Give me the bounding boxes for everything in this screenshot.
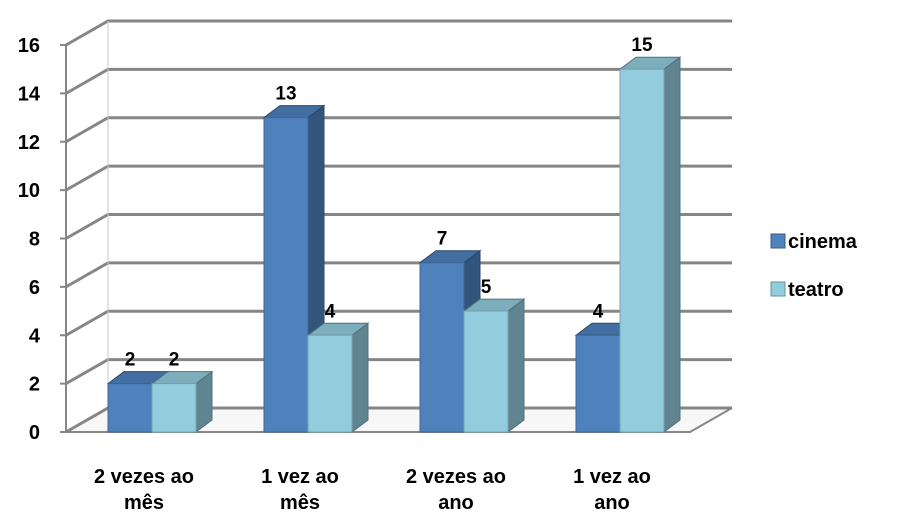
bar-front bbox=[575, 334, 621, 433]
y-tick-label: 6 bbox=[29, 277, 40, 299]
data-label: 15 bbox=[631, 35, 653, 56]
legend-label-cinema: cinema bbox=[788, 231, 858, 253]
data-label: 5 bbox=[481, 277, 492, 298]
bar-front bbox=[619, 68, 665, 433]
data-label: 13 bbox=[275, 84, 296, 105]
y-tick-label: 4 bbox=[29, 325, 41, 347]
bar-front bbox=[307, 334, 353, 433]
category-label: 2 vezes ao mês bbox=[94, 466, 194, 514]
y-tick-label: 8 bbox=[29, 229, 40, 251]
y-tick-label: 12 bbox=[18, 132, 40, 154]
bars bbox=[106, 56, 682, 433]
bar-front bbox=[107, 383, 153, 433]
bar-teatro bbox=[150, 370, 214, 433]
legend-swatch-teatro bbox=[770, 281, 786, 297]
legend-swatch-cinema bbox=[770, 233, 786, 249]
category-label: 1 vez ao ano bbox=[573, 466, 651, 514]
bar-front bbox=[463, 310, 509, 433]
y-axis-ticks: 0 2 4 6 8 10 12 14 16 bbox=[18, 35, 66, 444]
y-tick-label: 2 bbox=[29, 374, 40, 396]
data-label: 2 bbox=[125, 350, 136, 371]
bar-teatro bbox=[306, 322, 370, 433]
data-label: 2 bbox=[169, 350, 180, 371]
bar-teatro bbox=[618, 56, 682, 433]
data-label: 7 bbox=[437, 229, 448, 250]
data-label: 4 bbox=[325, 301, 336, 322]
category-label: 1 vez ao mês bbox=[261, 466, 339, 514]
legend-label-teatro: teatro bbox=[788, 279, 844, 301]
y-tick-label: 10 bbox=[18, 180, 40, 202]
y-tick-label: 16 bbox=[18, 35, 40, 57]
bar-front bbox=[263, 117, 309, 433]
category-label: 2 vezes ao ano bbox=[406, 466, 506, 514]
bar-front bbox=[151, 383, 197, 433]
data-label: 4 bbox=[593, 301, 604, 322]
y-tick-label: 14 bbox=[18, 83, 41, 105]
bar-side bbox=[507, 298, 525, 433]
bar-side bbox=[351, 322, 369, 433]
legend: cinema teatro bbox=[770, 231, 858, 301]
bar-teatro bbox=[462, 298, 526, 433]
bar-front bbox=[419, 262, 465, 433]
y-tick-label: 0 bbox=[29, 422, 40, 444]
bar-side bbox=[663, 56, 681, 433]
category-labels: 2 vezes ao mês 1 vez ao mês 2 vezes ao ano 1 v… bbox=[94, 466, 651, 514]
floor bbox=[66, 408, 732, 432]
